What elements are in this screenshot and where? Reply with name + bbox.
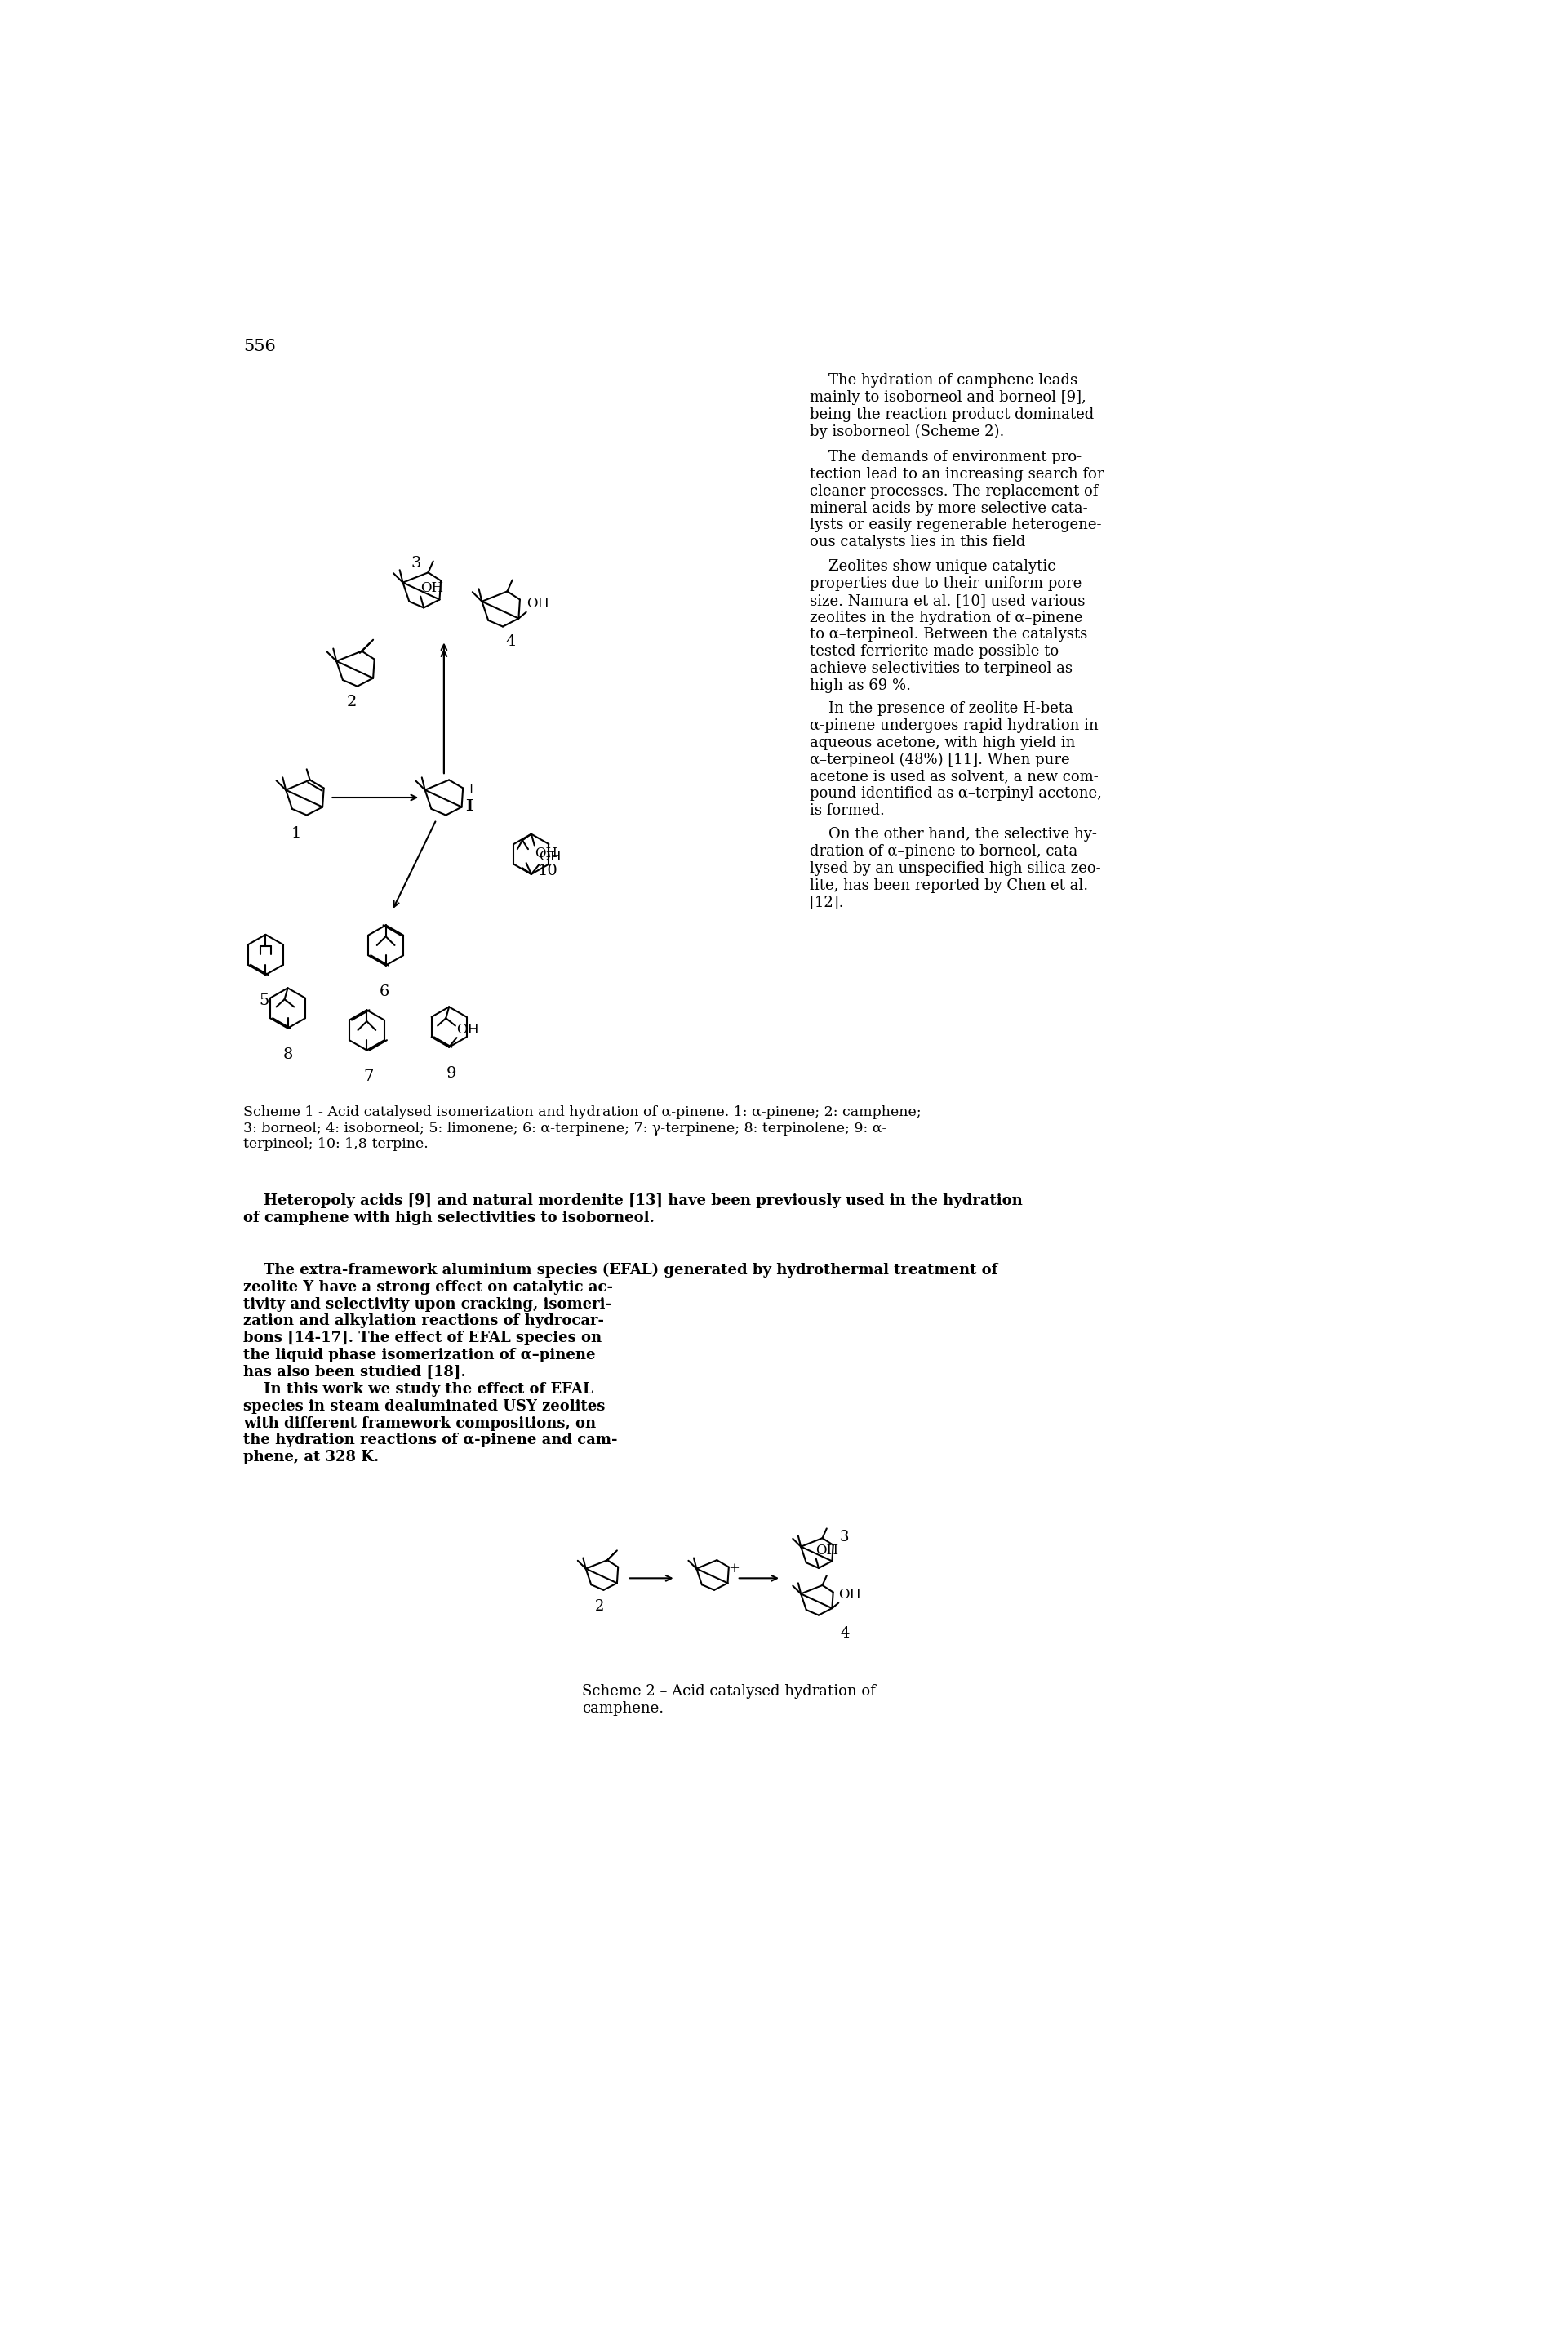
Text: 2: 2 [594,1599,604,1613]
Text: 1: 1 [292,825,301,842]
Text: In the presence of zeolite H-beta
α-pinene undergoes rapid hydration in
aqueous : In the presence of zeolite H-beta α-pine… [809,701,1102,818]
Text: Scheme 1 - Acid catalysed isomerization and hydration of α-pinene. 1: α-pinene; : Scheme 1 - Acid catalysed isomerization … [243,1105,922,1152]
Text: Scheme 2 – Acid catalysed hydration of
camphene.: Scheme 2 – Acid catalysed hydration of c… [582,1683,875,1716]
Text: On the other hand, the selective hy-
dration of α–pinene to borneol, cata-
lysed: On the other hand, the selective hy- dra… [809,828,1101,910]
Text: In this work we study the effect of EFAL
species in steam dealuminated USY zeoli: In this work we study the effect of EFAL… [243,1382,618,1465]
Text: 4: 4 [840,1627,850,1641]
Text: 6: 6 [379,985,389,999]
Text: The hydration of camphene leads
mainly to isoborneol and borneol [9],
being the : The hydration of camphene leads mainly t… [809,374,1094,440]
Text: OH: OH [527,597,549,611]
Text: OH: OH [420,581,444,595]
Text: 2: 2 [347,696,356,710]
Text: OH: OH [456,1023,480,1037]
Text: 3: 3 [840,1531,850,1545]
Text: OH: OH [535,846,557,860]
Text: The demands of environment pro-
tection lead to an increasing search for
cleaner: The demands of environment pro- tection … [809,449,1104,550]
Text: 556: 556 [243,339,276,355]
Text: 7: 7 [364,1070,373,1084]
Text: +: + [728,1561,740,1575]
Text: 3: 3 [411,555,422,571]
Text: I: I [466,799,474,813]
Text: OH: OH [539,849,561,863]
Text: 10: 10 [538,863,558,879]
Text: 4: 4 [506,635,516,649]
Text: OH: OH [839,1587,861,1601]
Text: 9: 9 [445,1065,456,1081]
Text: 5: 5 [259,994,270,1009]
Text: Heteropoly acids [9] and natural mordenite [13] have been previously used in the: Heteropoly acids [9] and natural mordeni… [243,1194,1022,1225]
Text: OH: OH [815,1545,839,1556]
Text: Zeolites show unique catalytic
properties due to their uniform pore
size. Namura: Zeolites show unique catalytic propertie… [809,560,1087,694]
Text: +: + [464,783,477,797]
Text: 8: 8 [282,1046,293,1063]
Text: The extra-framework aluminium species (EFAL) generated by hydrothermal treatment: The extra-framework aluminium species (E… [243,1262,997,1380]
